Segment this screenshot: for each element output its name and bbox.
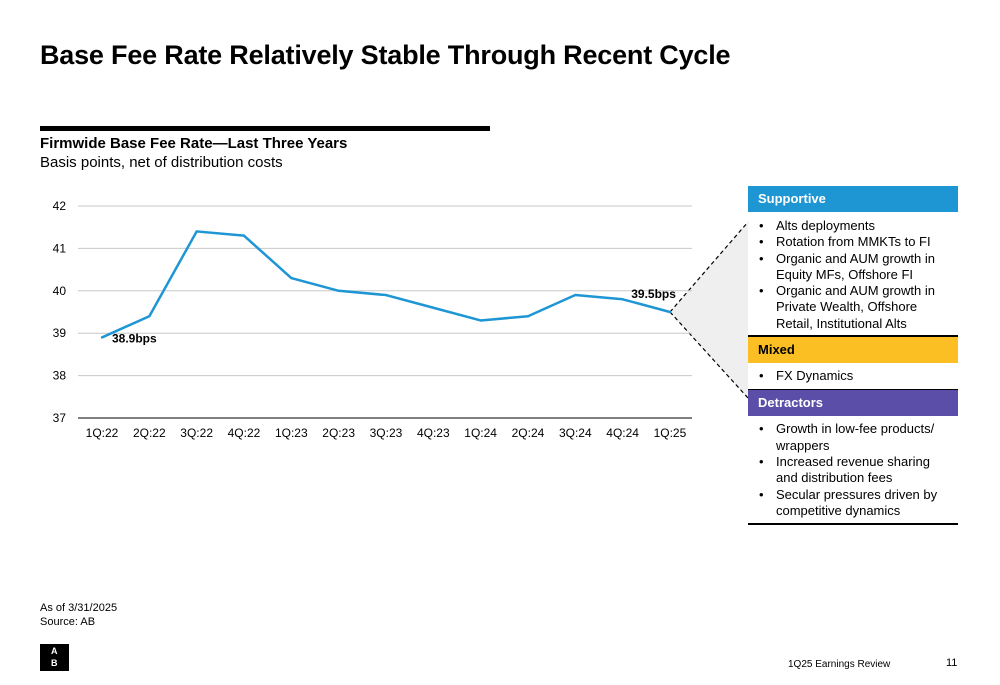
logo-letter-a: A <box>51 646 58 656</box>
data-point <box>242 234 246 237</box>
chart-title: Firmwide Base Fee Rate—Last Three Years <box>40 135 348 152</box>
supportive-item-text: Organic and AUM growth in Private Wealth… <box>776 283 935 331</box>
x-tick-label: 2Q:23 <box>322 426 355 440</box>
detractors-item-text: Secular pressures driven by competitive … <box>776 486 938 518</box>
series-line <box>101 230 671 339</box>
x-tick-label: 4Q:23 <box>417 426 450 440</box>
data-label: 39.5bps <box>631 287 676 301</box>
page-number: 11 <box>946 657 958 669</box>
chart-subtitle: Basis points, net of distribution costs <box>40 154 283 171</box>
footer-text: 1Q25 Earnings Review <box>788 659 891 670</box>
drivers-panel: Supportive • Alts deployments • Rotation fr… <box>748 186 958 526</box>
detractors-item-text: Growth in low-fee products/ wrappers <box>776 421 935 453</box>
y-tick-label: 42 <box>53 199 67 213</box>
data-point <box>148 315 151 318</box>
data-point <box>574 293 577 297</box>
x-tick-label: 3Q:22 <box>180 426 213 440</box>
as-of-note: As of 3/31/2025 <box>40 602 118 614</box>
bullet-icon: • <box>759 234 764 250</box>
data-labels: 38.9bps 39.5bps <box>112 287 676 345</box>
supportive-item-text: Organic and AUM growth in Equity MFs, Of… <box>776 250 935 282</box>
mixed-item-text: FX Dynamics <box>776 368 854 384</box>
supportive-item-text: Rotation from MMKTs to FI <box>776 234 931 250</box>
panel-divider <box>748 523 958 526</box>
title-rule <box>40 126 490 131</box>
panel-divider <box>748 389 958 391</box>
source-note: Source: AB <box>40 616 96 628</box>
bullet-icon: • <box>759 368 764 384</box>
detractors-item: • Growth in low-fee products/ wrappers <box>758 421 952 454</box>
x-tick-label: 1Q:23 <box>275 426 308 440</box>
series-layer <box>100 230 672 339</box>
supportive-item: • Organic and AUM growth in Equity MFs, O… <box>758 251 952 284</box>
mixed-item: • FX Dynamics <box>758 368 952 384</box>
x-tick-label: 1Q:24 <box>464 426 497 440</box>
y-tick-label: 37 <box>53 411 67 425</box>
x-tick-label: 2Q:22 <box>133 426 166 440</box>
data-point <box>195 230 198 233</box>
bullet-icon: • <box>759 283 764 299</box>
data-label: 38.9bps <box>112 331 157 345</box>
bullet-icon: • <box>759 486 764 502</box>
bullet-icon: • <box>759 218 764 233</box>
detractors-item-text: Increased revenue sharing and distributi… <box>776 453 930 486</box>
y-tick-label: 41 <box>53 241 67 255</box>
bullet-icon: • <box>759 453 764 469</box>
x-tick-label: 4Q:24 <box>606 426 639 440</box>
x-tick-label: 3Q:24 <box>559 426 592 440</box>
mixed-header: Mixed <box>748 337 958 364</box>
y-tick-label: 39 <box>53 326 67 340</box>
x-tick-label: 1Q:22 <box>86 426 119 440</box>
x-tick-label: 4Q:22 <box>228 426 261 440</box>
data-point <box>100 336 104 339</box>
ab-logo: A B <box>40 644 69 671</box>
panel-divider <box>748 335 958 338</box>
y-axis-ticks: 42 41 40 39 38 37 <box>53 199 67 425</box>
detractors-item: • Secular pressures driven by competitive… <box>758 487 952 520</box>
detractors-item: • Increased revenue sharing and distribut… <box>758 454 952 487</box>
data-point <box>526 315 530 318</box>
data-point <box>384 293 388 297</box>
logo-letter-b: B <box>51 658 58 668</box>
supportive-header: Supportive <box>748 186 958 212</box>
supportive-list: • Alts deployments • Rotation from MMKTs to… <box>748 212 958 335</box>
x-axis-ticks: 1Q:22 2Q:22 3Q:22 4Q:22 1Q:23 2Q:23 3Q:23 4Q:23… <box>86 426 687 440</box>
detractors-list: • Growth in low-fee products/ wrappers • In… <box>748 416 958 523</box>
supportive-item: • Rotation from MMKTs to FI <box>758 234 952 250</box>
data-point <box>668 310 672 314</box>
detractors-header: Detractors <box>748 390 958 417</box>
data-point <box>432 306 435 309</box>
bullet-icon: • <box>759 250 764 266</box>
bullet-icon: • <box>759 421 764 437</box>
callout-shading <box>670 222 748 398</box>
gridlines <box>78 205 692 419</box>
supportive-item: • Alts deployments <box>758 218 952 234</box>
y-tick-label: 38 <box>53 369 67 383</box>
supportive-item-text: Alts deployments <box>776 218 875 233</box>
callout-line-bottom <box>669 311 749 399</box>
x-tick-label: 3Q:23 <box>370 426 403 440</box>
supportive-item: • Organic and AUM growth in Private Wealt… <box>758 283 952 332</box>
callout-line-top <box>669 221 749 313</box>
data-point <box>290 276 293 280</box>
data-point <box>337 289 340 292</box>
page-title: Base Fee Rate Relatively Stable Through … <box>40 40 731 70</box>
y-tick-label: 40 <box>53 284 67 298</box>
mixed-list: • FX Dynamics <box>748 363 958 389</box>
data-point <box>621 298 624 301</box>
x-tick-label: 1Q:25 <box>654 426 687 440</box>
x-tick-label: 2Q:24 <box>512 426 545 440</box>
data-point <box>479 319 482 322</box>
